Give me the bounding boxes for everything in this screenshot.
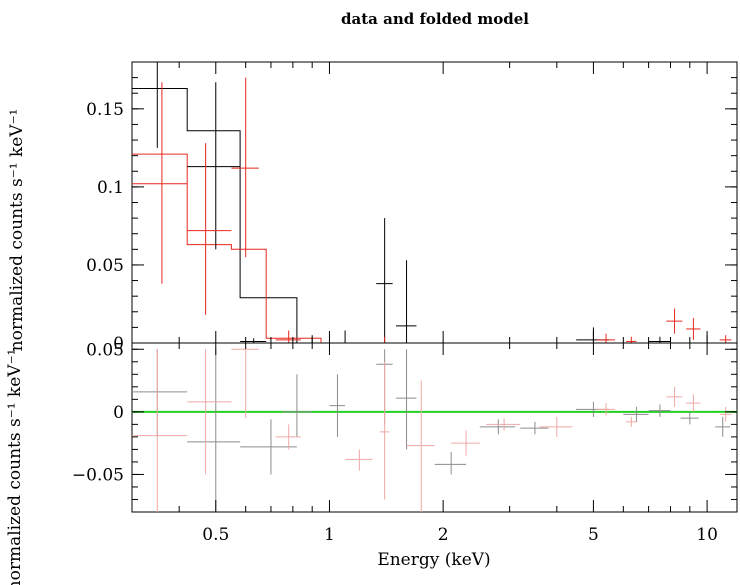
residual-point: [434, 451, 467, 475]
data-point: [376, 218, 393, 343]
x-tick-label: 10: [696, 525, 718, 545]
residual-point: [520, 421, 549, 435]
lower-y-tick-label: 0.05: [86, 340, 124, 360]
data-point: [187, 82, 241, 250]
upper-model-steps: [132, 88, 737, 344]
data-point: [395, 260, 417, 343]
residual-point: [680, 411, 699, 425]
residual-point: [539, 416, 573, 437]
residual-point: [329, 374, 346, 437]
upper-x-ticks: [131, 62, 708, 343]
residual-point: [648, 404, 671, 417]
residual-point: [479, 419, 516, 435]
upper-y-tick-label: 0: [113, 334, 124, 354]
data-point: [379, 336, 390, 344]
model-step-line: [132, 88, 737, 344]
data-point: [231, 77, 259, 258]
residual-point: [486, 418, 521, 431]
data-point: [296, 335, 327, 344]
residual-point: [451, 430, 480, 456]
data-point: [132, 82, 188, 284]
upper-data-points: [132, 61, 732, 344]
residual-point: [596, 403, 615, 416]
x-axis-label: Energy (keV): [377, 550, 490, 570]
residual-point: [406, 380, 435, 512]
data-point: [686, 318, 701, 340]
data-point: [666, 308, 683, 334]
residual-point: [715, 416, 731, 437]
residual-point: [132, 349, 188, 437]
residual-point: [626, 416, 637, 427]
data-point: [626, 336, 637, 343]
x-tick-label: 0.5: [202, 525, 229, 545]
lower-panel: 0.05 0 −0.05 0.5 1 2 5 10: [72, 340, 738, 545]
model-step-line: [132, 153, 737, 344]
upper-y-axis-label: normalized counts s⁻¹ keV⁻¹: [7, 109, 27, 352]
lower-x-ticks: 0.5 1 2 5 10: [131, 343, 718, 545]
lower-y-axis-label: normalized counts s⁻¹ keV⁻¹: [5, 349, 25, 585]
upper-y-ticks: 0 0.05 0.1 0.15: [86, 61, 737, 354]
lower-y-ticks: 0.05 0 −0.05: [72, 340, 737, 500]
lower-y-tick-label: −0.05: [72, 465, 124, 485]
residual-point: [187, 349, 232, 475]
x-tick-label: 1: [324, 525, 335, 545]
residual-point: [395, 349, 417, 450]
data-point: [132, 61, 188, 148]
residual-point: [282, 374, 313, 437]
x-tick-label: 5: [588, 525, 599, 545]
lower-y-tick-label: 0: [113, 403, 124, 423]
residual-point: [187, 349, 241, 512]
residual-point: [240, 419, 297, 475]
data-point: [275, 330, 301, 343]
data-point: [187, 143, 232, 315]
residual-point: [345, 449, 373, 471]
data-point: [576, 327, 610, 343]
lower-data-points: [132, 348, 732, 512]
data-point: [648, 336, 671, 343]
chart-title: data and folded model: [341, 10, 529, 28]
data-point: [719, 335, 732, 343]
residual-point: [379, 361, 390, 500]
residual-point: [132, 349, 188, 512]
upper-y-tick-label: 0.1: [97, 178, 124, 198]
data-point: [596, 333, 615, 343]
residual-point: [666, 386, 683, 407]
upper-y-tick-label: 0.15: [86, 100, 124, 120]
residual-point: [623, 406, 649, 422]
lower-panel-frame: [131, 342, 738, 513]
x-tick-label: 2: [438, 525, 449, 545]
upper-panel-frame: [131, 61, 738, 344]
upper-y-tick-label: 0.05: [86, 256, 124, 276]
residual-point: [275, 424, 301, 450]
residual-point: [719, 406, 732, 422]
upper-panel: 0 0.05 0.1 0.15: [86, 61, 738, 354]
data-point: [240, 338, 267, 343]
residual-point: [231, 348, 259, 419]
residual-point: [686, 394, 701, 412]
data-point: [342, 330, 349, 344]
